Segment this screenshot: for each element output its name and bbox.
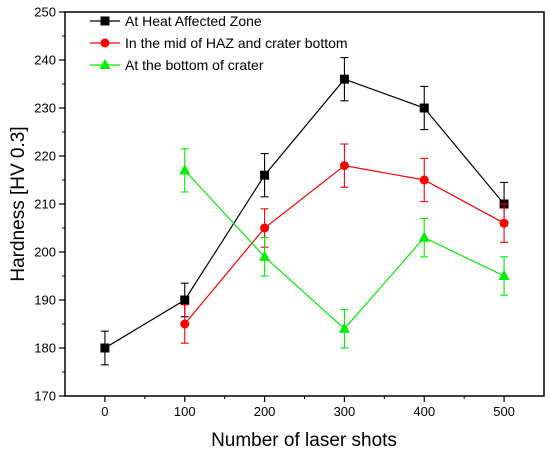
series-2 <box>180 143 509 344</box>
x-axis-title: Number of laser shots <box>211 430 397 451</box>
legend-label: In the mid of HAZ and crater bottom <box>125 35 348 51</box>
y-tick-label: 170 <box>34 389 56 404</box>
series-line <box>184 164 505 325</box>
circle-marker <box>339 161 349 171</box>
legend-label: At the bottom of crater <box>125 57 264 73</box>
triangle-marker <box>179 164 191 175</box>
y-tick-label: 230 <box>34 101 56 116</box>
square-marker <box>100 16 110 26</box>
y-tick-label: 240 <box>34 53 56 68</box>
x-tick-label: 100 <box>174 404 196 419</box>
series-3 <box>179 148 510 349</box>
axis-ticks: 170 180 190 200 210 220 230 240 250 0 100 200 300 400… <box>34 5 515 420</box>
triangle-marker <box>259 250 271 261</box>
square-marker <box>339 74 349 84</box>
circle-marker <box>419 175 429 185</box>
square-marker <box>419 103 429 113</box>
circle-marker <box>180 319 190 329</box>
series-line <box>104 78 505 349</box>
circle-marker <box>260 223 270 233</box>
square-marker <box>260 170 270 180</box>
square-marker <box>100 343 110 353</box>
x-tick-label: 500 <box>493 404 515 419</box>
y-tick-label: 190 <box>34 293 56 308</box>
legend: At Heat Affected Zone In the mid of HAZ a… <box>90 13 348 73</box>
legend-label: At Heat Affected Zone <box>125 13 262 29</box>
triangle-marker <box>99 59 111 69</box>
legend-item-1: At Heat Affected Zone <box>90 13 262 29</box>
series-line <box>184 169 505 330</box>
y-tick-label: 220 <box>34 149 56 164</box>
x-tick-label: 300 <box>334 404 356 419</box>
y-tick-label: 180 <box>34 341 56 356</box>
triangle-marker <box>338 322 350 333</box>
circle-marker <box>100 38 110 48</box>
y-tick-label: 200 <box>34 245 56 260</box>
legend-item-3: At the bottom of crater <box>90 57 264 73</box>
triangle-marker <box>498 270 510 280</box>
square-marker <box>180 295 190 305</box>
series-1 <box>100 57 509 366</box>
y-tick-label: 210 <box>34 197 56 212</box>
legend-item-2: In the mid of HAZ and crater bottom <box>90 35 348 51</box>
series-layer <box>100 57 510 366</box>
x-tick-label: 400 <box>413 404 435 419</box>
circle-marker <box>499 218 509 228</box>
x-tick-label: 0 <box>101 404 108 419</box>
x-tick-label: 200 <box>254 404 276 419</box>
y-tick-label: 250 <box>34 5 56 20</box>
triangle-marker <box>418 231 430 242</box>
y-axis-title: Hardness [HV 0.3] <box>8 126 29 281</box>
